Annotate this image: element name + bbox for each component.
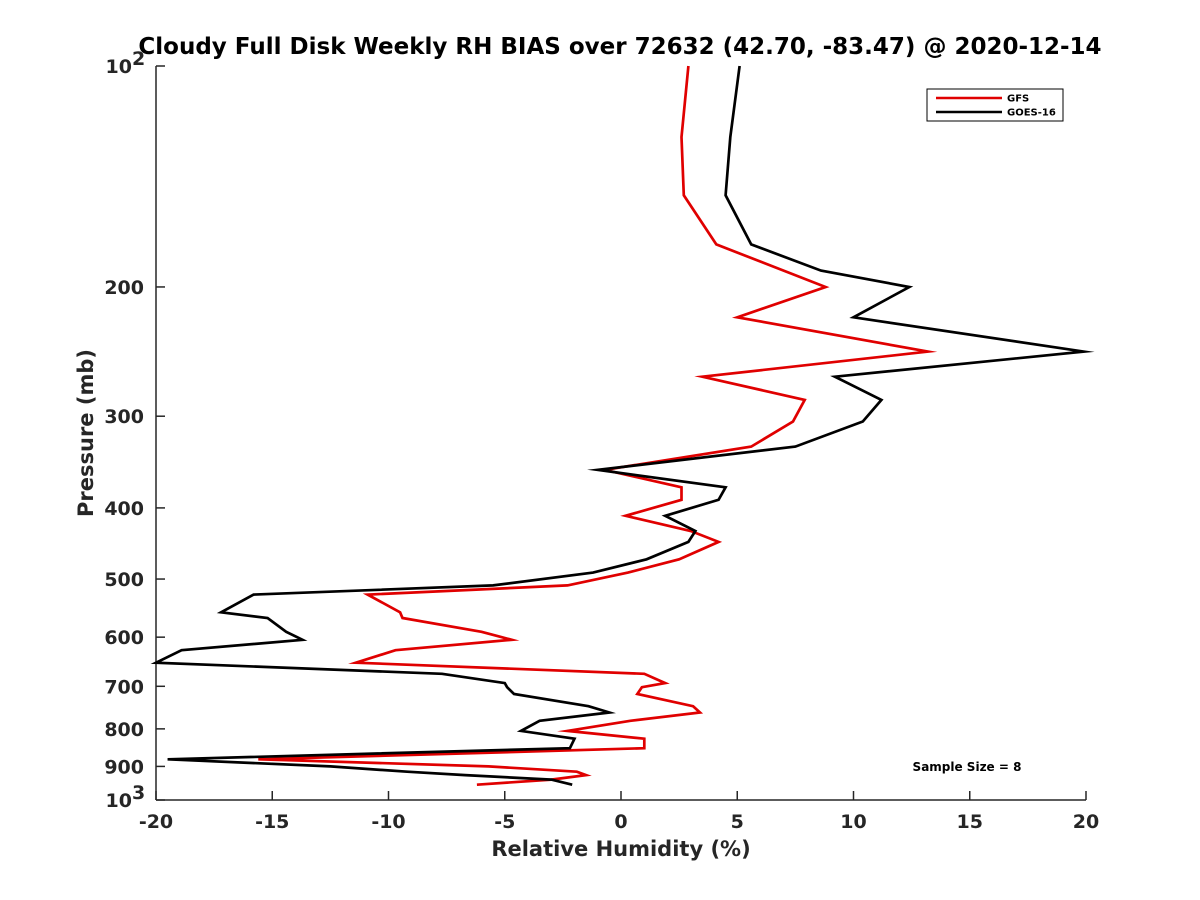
y-axis-label: Pressure (mb): [74, 349, 98, 517]
y-tick-label: 600: [104, 627, 144, 649]
x-tick-label: 10: [840, 811, 866, 833]
x-tick-label: 15: [957, 811, 983, 833]
y-tick-label: 300: [104, 406, 144, 428]
legend-label: GFS: [1007, 94, 1029, 105]
x-tick-label: 20: [1073, 811, 1099, 833]
legend-box: [926, 88, 1064, 122]
chart-title: Cloudy Full Disk Weekly RH BIAS over 726…: [138, 34, 1101, 60]
y-tick-label: 10: [106, 790, 132, 812]
x-tick-label: 0: [614, 811, 627, 833]
y-tick-label: 200: [104, 277, 144, 299]
y-tick-label: 800: [104, 719, 144, 741]
series-line-gfs: [258, 65, 938, 787]
plot-area: [155, 66, 1086, 801]
y-tick-label: 500: [104, 569, 144, 591]
x-tick-label: -5: [494, 811, 515, 833]
y-tick-exponent: 3: [132, 782, 145, 804]
y-tick-label: 900: [104, 756, 144, 778]
series-layer: [150, 65, 1095, 787]
y-tick-label: 10: [106, 56, 132, 78]
x-tick-label: -15: [255, 811, 289, 833]
x-tick-label: -10: [371, 811, 405, 833]
x-axis-label: Relative Humidity (%): [491, 837, 750, 861]
legend: GFS GOES-16: [926, 88, 1064, 122]
y-tick-label: 700: [104, 676, 144, 698]
legend-label: GOES-16: [1007, 108, 1056, 119]
y-tick-label: 400: [104, 498, 144, 520]
x-axis-ticks: -20 -15 -10 -5 0 5 10 15 20: [139, 791, 1099, 833]
series-line-goes-16: [150, 65, 1095, 787]
y-tick-exponent: 2: [132, 48, 145, 70]
x-tick-label: 5: [731, 811, 744, 833]
x-tick-label: -20: [139, 811, 173, 833]
sample-size-annotation: Sample Size = 8: [913, 760, 1022, 774]
